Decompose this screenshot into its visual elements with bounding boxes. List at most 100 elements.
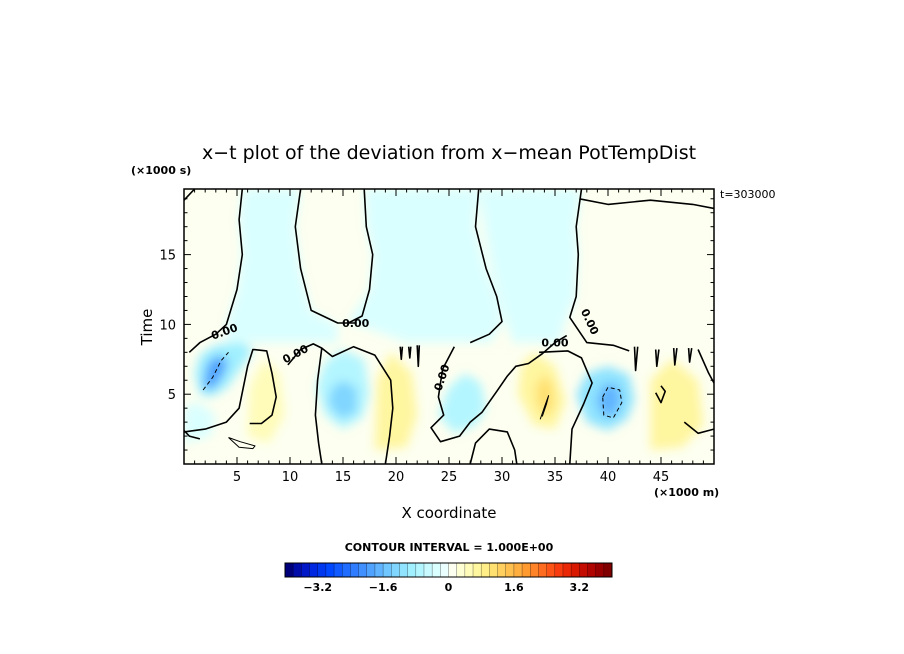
x-tick-label: 15 [335, 470, 352, 485]
contour-line-7 [184, 348, 277, 433]
colorbar-swatch [358, 563, 368, 577]
colorbar-swatch [423, 563, 433, 577]
contour-line-24 [654, 349, 660, 368]
colorbar-swatch [538, 563, 547, 577]
contour-line-3 [347, 189, 374, 324]
contour-line-1 [188, 189, 244, 353]
y-tick-label: 15 [159, 249, 176, 264]
colorbar-swatch [505, 563, 515, 577]
colorbar-swatch [489, 563, 498, 577]
filled-contours [184, 189, 714, 450]
x-unit-label: (×1000 m) [654, 486, 719, 499]
colorbar-swatch [293, 563, 302, 577]
colorbar-tick-label: 3.2 [570, 581, 590, 594]
colorbar-frame [284, 562, 613, 578]
contour-line-11 [469, 428, 518, 464]
colorbar-swatch [374, 563, 384, 577]
colorbar-swatch [546, 563, 556, 577]
colorbar-swatch [571, 563, 580, 577]
x-tick-label: 5 [233, 470, 241, 485]
colorbar-swatch [530, 563, 539, 577]
colorbar-swatch [473, 563, 482, 577]
colorbar-swatch [342, 563, 351, 577]
contour-region-16 [374, 352, 418, 450]
colorbar-swatch [317, 563, 327, 577]
colorbar-swatch [366, 563, 376, 577]
y-tick-label: 5 [168, 388, 176, 403]
colorbar-tick-label: −3.2 [303, 581, 332, 594]
contour-line-16 [539, 395, 550, 420]
y-tick-label: 10 [159, 318, 176, 333]
contour-line-18 [202, 351, 229, 391]
colorbar-swatch [407, 563, 417, 577]
y-axis-label: Time [138, 309, 156, 347]
contour-line-25 [672, 348, 678, 366]
contour-region-6 [184, 401, 216, 444]
contour-line-9 [314, 347, 323, 464]
contour-line-22 [416, 345, 421, 368]
colorbar-swatch [448, 563, 458, 577]
x-tick-label: 30 [494, 470, 511, 485]
x-tick-label: 10 [282, 470, 299, 485]
contour-line-19 [602, 386, 623, 419]
x-tick-label: 40 [600, 470, 617, 485]
x-axis-label: X coordinate [401, 504, 496, 522]
colorbar: −3.2 −1.6 0 1.6 3.2 [284, 562, 613, 594]
contour-region-13 [596, 383, 622, 417]
contour-line-15 [184, 429, 201, 440]
x-tick-label: 20 [388, 470, 405, 485]
colorbar-swatch [325, 563, 335, 577]
x-tick-label: 35 [547, 470, 564, 485]
colorbar-tick-label: −1.6 [369, 581, 398, 594]
contour-line-6 [579, 198, 714, 210]
contour-region-8 [328, 380, 357, 420]
contour-line-2 [294, 189, 357, 324]
contour-line-10 [430, 334, 568, 443]
colorbar-swatch [481, 563, 490, 577]
colorbar-swatch [522, 563, 531, 577]
colorbar-swatch [399, 563, 409, 577]
contour-line-23 [633, 346, 639, 372]
contour-region-2 [348, 189, 502, 343]
contour-line-14 [683, 421, 714, 435]
contour-line-17 [228, 437, 256, 450]
colorbar-swatch [579, 563, 588, 577]
contour-interval-text: CONTOUR INTERVAL = 1.000E+00 [345, 541, 554, 554]
contour-line-4 [469, 189, 503, 344]
colorbar-swatch [587, 563, 597, 577]
colorbar-swatch [383, 563, 392, 577]
x-tick-label: 45 [653, 470, 670, 485]
contour-label-4: 0.00 [541, 337, 568, 350]
colorbar-swatch [334, 563, 343, 577]
contour-line-27 [654, 385, 666, 404]
contour-label-1: 0.00 [342, 317, 369, 330]
contour-lines [184, 189, 714, 464]
contour-line-5 [569, 189, 630, 352]
contour-region-3 [478, 189, 582, 343]
time-stamp: t=303000 [720, 188, 776, 201]
contour-region-11 [535, 374, 554, 417]
colorbar-swatch [301, 563, 310, 577]
contour-line-21 [407, 346, 412, 359]
colorbar-swatch [350, 563, 359, 577]
contour-line-26 [687, 347, 693, 363]
colorbar-tick-label: 1.6 [504, 581, 524, 594]
colorbar-tick-label: 0 [445, 581, 453, 594]
colorbar-swatch [391, 563, 400, 577]
colorbar-swatch [440, 563, 449, 577]
contour-line-8 [287, 343, 394, 464]
contour-line-12 [539, 350, 593, 464]
contour-line-20 [399, 346, 404, 361]
colorbar-swatch [497, 563, 507, 577]
colorbar-swatch [554, 563, 564, 577]
colorbar-swatch [464, 563, 474, 577]
colorbar-swatch [603, 563, 613, 577]
colorbar-swatch [432, 563, 441, 577]
colorbar-swatch [595, 563, 605, 577]
contour-region-15 [247, 359, 285, 444]
colorbar-swatch [456, 563, 466, 577]
colorbar-swatch [513, 563, 523, 577]
y-unit-label: (×1000 s) [131, 164, 191, 177]
colorbar-swatch [285, 563, 294, 577]
